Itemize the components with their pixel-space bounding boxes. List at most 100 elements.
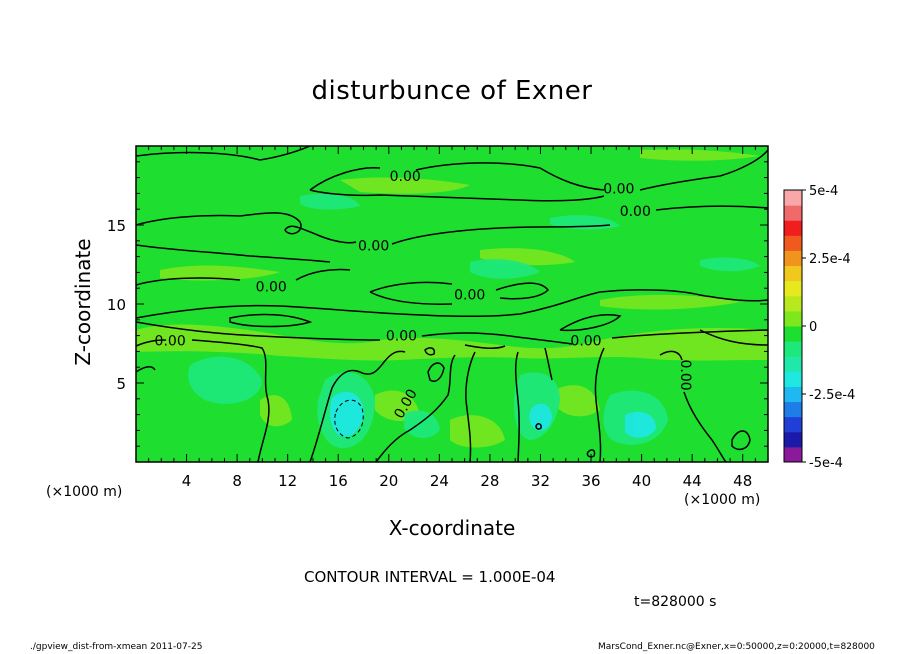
contour-line: [424, 347, 436, 356]
colorbar-segment: [784, 401, 802, 418]
contour-label: 0.00: [620, 204, 651, 220]
colorbar-segment: [784, 235, 802, 251]
contour-line: [611, 329, 768, 339]
x-tick-label: 16: [329, 472, 348, 490]
x-axis-label: X-coordinate: [388, 516, 516, 540]
x-tick-label: 4: [182, 472, 192, 490]
colorbar-segment: [784, 205, 802, 221]
x-axis-unit-left: (×1000 m): [46, 484, 123, 500]
contour-label: 0.00: [677, 360, 693, 391]
contour-label-text: 0.00: [256, 280, 287, 296]
contour-label: 0.00: [358, 239, 389, 255]
contour-label: 0.00: [155, 333, 186, 349]
x-axis-unit-right: (×1000 m): [684, 492, 761, 508]
x-tick-label: 24: [430, 472, 449, 490]
contour-label-text: 0.00: [677, 360, 693, 391]
contour-label-text: 0.00: [390, 169, 421, 185]
contour-line: [659, 350, 727, 462]
contour-line: [465, 351, 476, 462]
contour-line: [594, 347, 605, 462]
contour-line: [136, 268, 351, 286]
x-tick-label: 8: [232, 472, 242, 490]
contour-line: [369, 281, 550, 300]
contour-label: 0.00: [386, 329, 417, 345]
colorbar-segment: [784, 190, 802, 206]
colorbar-tick-label: -2.5e-4: [809, 388, 855, 403]
footer-data-source: MarsCond_Exner.nc@Exner,x=0:50000,z=0:20…: [598, 642, 875, 652]
contour-label: 0.00: [390, 169, 421, 185]
colorbar-segment: [784, 431, 802, 448]
colorbar-segment: [784, 326, 802, 342]
contour-line: [586, 449, 596, 458]
x-tick-label: 40: [632, 472, 651, 490]
contour-lines: [136, 146, 768, 462]
y-tick-label: 15: [107, 217, 126, 235]
colorbar-segment: [784, 310, 802, 327]
contour-line: [464, 344, 506, 349]
footer-script-info: ./gpview_dist-from-xmean 2011-07-25: [30, 642, 203, 652]
colorbar-segment: [784, 250, 802, 267]
y-tick-label: 5: [116, 375, 126, 393]
contour-line: [699, 329, 768, 346]
colorbar-segment: [784, 446, 802, 463]
contour-line: [731, 430, 751, 451]
contour-line: [309, 189, 605, 202]
contour-line: [136, 321, 381, 341]
colorbar-segment: [784, 386, 802, 403]
contour-label: 0.00: [603, 182, 634, 198]
x-tick-label: 44: [683, 472, 702, 490]
colorbar-tick-label: 5e-4: [809, 184, 838, 199]
x-tick-label: 20: [379, 472, 398, 490]
colorbar-segment: [784, 416, 802, 433]
x-tick-label: 28: [480, 472, 499, 490]
contour-line: [309, 162, 605, 191]
contour-line: [136, 366, 156, 373]
contour-interval-label: CONTOUR INTERVAL = 1.000E-04: [304, 568, 556, 586]
contour-line: [544, 347, 553, 381]
contour-label-text: 0.00: [570, 333, 601, 349]
colorbar-tick-label: -5e-4: [809, 456, 843, 471]
contour-label-text: 0.00: [358, 239, 389, 255]
contour-label-text: 0.00: [155, 333, 186, 349]
contour-line: [375, 354, 456, 462]
time-label: t=828000 s: [634, 594, 717, 610]
contour-line: [229, 313, 313, 328]
x-tick-label: 32: [531, 472, 550, 490]
contour-label: 0.00: [256, 280, 287, 296]
contour-label-text: 0.00: [603, 182, 634, 198]
contour-label-text: 0.00: [386, 329, 417, 345]
positive-patches: [136, 149, 768, 448]
contour-line: [136, 244, 331, 263]
contour-label: 0.00: [570, 333, 601, 349]
contour-line: [655, 205, 768, 211]
contour-line: [136, 212, 357, 244]
negative-patches: [188, 193, 760, 449]
contour-line: [136, 339, 167, 347]
contour-label: 0.00: [454, 288, 485, 304]
contour-line: [391, 224, 611, 245]
y-tick-label: 10: [107, 296, 126, 314]
colorbar-segment: [784, 371, 802, 387]
contour-line: [309, 350, 406, 462]
strong-negative-patches: [330, 391, 656, 438]
colorbar-segment: [784, 280, 802, 297]
colorbar-segment: [784, 220, 802, 236]
contour-label-text: 0.00: [454, 288, 485, 304]
contour-line: [427, 362, 445, 382]
colorbar-segment: [784, 265, 802, 282]
colorbar: 5e-4 2.5e-4 0 -2.5e-4 -5e-4: [783, 184, 855, 471]
contour-line: [334, 399, 364, 439]
contour-line: [559, 314, 622, 332]
contour-line: [136, 289, 768, 319]
contour-line: [421, 332, 573, 345]
x-tick-label: 36: [581, 472, 600, 490]
contour-line: [514, 351, 520, 462]
x-tick-label: 12: [278, 472, 297, 490]
chart-title: disturbunce of Exner: [311, 76, 593, 106]
colorbar-tick-label: 0: [809, 320, 817, 335]
contour-line: [369, 291, 453, 305]
contour-line: [535, 423, 542, 430]
contour-line: [191, 339, 270, 462]
